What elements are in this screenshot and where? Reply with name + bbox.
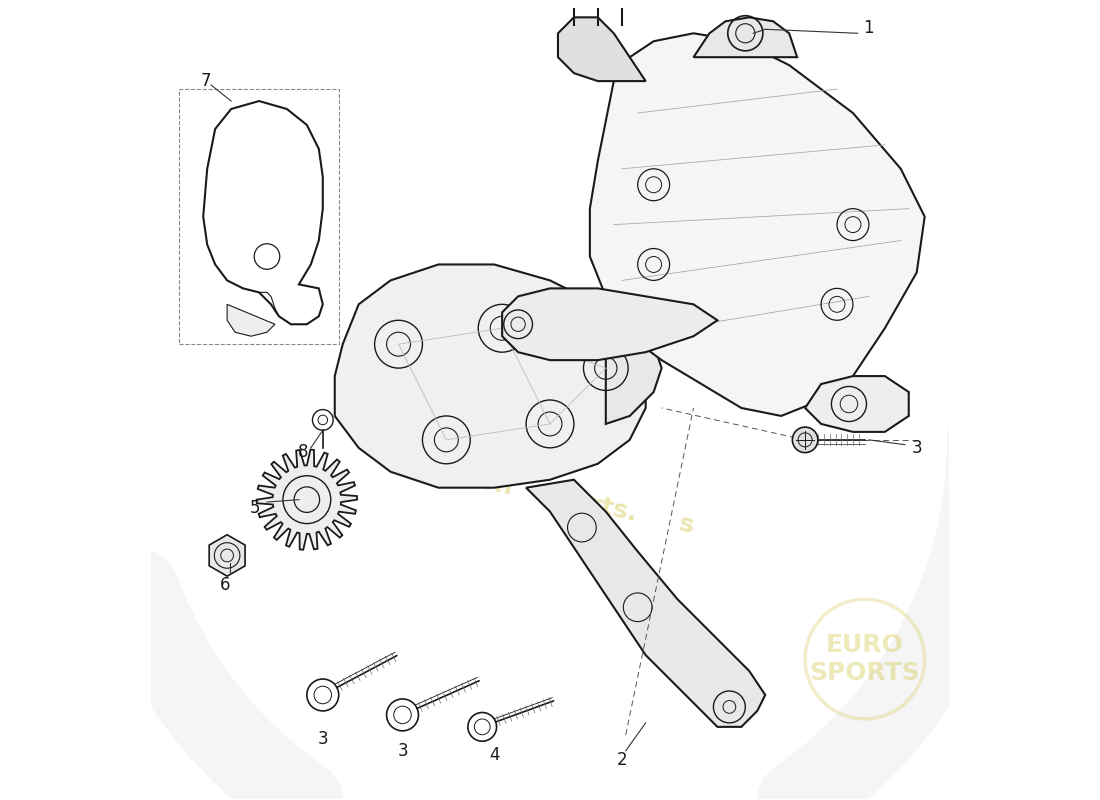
Text: 3: 3 [397,742,408,760]
Polygon shape [590,34,925,416]
Polygon shape [805,376,909,432]
Text: 6: 6 [220,576,230,594]
Text: 8: 8 [298,443,308,461]
Text: 2: 2 [616,751,627,770]
Polygon shape [256,450,358,550]
Text: 3: 3 [912,439,922,457]
Text: 7: 7 [200,72,211,90]
Text: 5: 5 [250,498,261,517]
Polygon shape [558,18,646,81]
Polygon shape [209,534,245,576]
Text: 1: 1 [864,19,874,38]
Text: 3: 3 [318,730,328,748]
Polygon shape [334,265,646,488]
Polygon shape [526,480,766,727]
Polygon shape [606,304,661,424]
Polygon shape [503,288,717,360]
Text: passion     parts.     s: passion parts. s [404,454,696,538]
Circle shape [792,427,818,453]
Polygon shape [693,18,798,57]
Polygon shape [227,304,275,336]
Text: EURO
SPORTS: EURO SPORTS [810,633,921,685]
Text: 4: 4 [488,746,499,764]
